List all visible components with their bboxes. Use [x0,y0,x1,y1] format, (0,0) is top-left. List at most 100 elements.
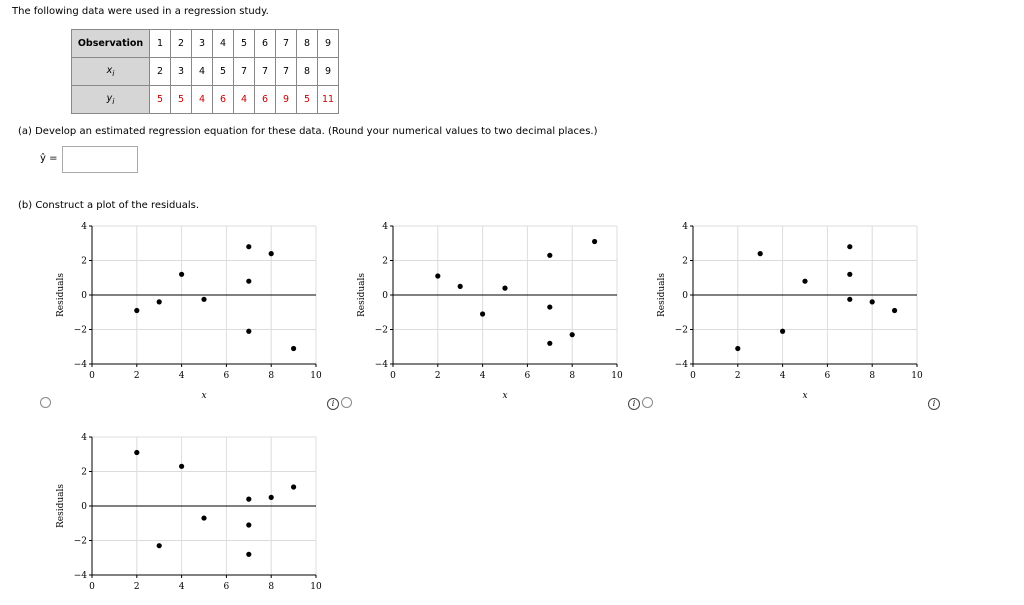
part-a-question: (a) Develop an estimated regression equa… [18,126,598,137]
x-tick-label: 0 [89,582,95,592]
y-tick-label: 4 [81,222,87,232]
y-tick-label: 2 [81,257,87,267]
y-tick-label: 0 [81,502,87,512]
y-tick-label: −4 [74,360,88,370]
y-tick-label: −4 [375,360,389,370]
info-icon[interactable]: i [928,398,940,410]
data-point [802,278,808,284]
y-tick-label: −4 [74,571,88,581]
y-tick-label: 0 [382,291,388,301]
regression-equation-input[interactable] [62,146,138,173]
x-tick-label: 0 [390,371,396,381]
y-axis-label: Residuals [56,484,66,528]
y-cell: 5 [296,85,318,114]
data-point [246,522,252,528]
x-axis-label: x [802,391,807,401]
radio-option-2[interactable] [341,397,352,408]
data-point [547,252,553,258]
y-tick-label: 4 [682,222,688,232]
data-point [201,296,207,302]
y-tick-label: −2 [675,326,688,336]
data-point [179,271,185,277]
data-point [892,307,898,314]
data-point [179,463,185,469]
x-tick-label: 10 [310,371,322,381]
observation-header: Observation [71,29,150,58]
info-icon[interactable]: i [628,398,640,410]
radio-option-3[interactable] [642,397,653,408]
data-point [480,311,486,317]
y-tick-label: −2 [74,537,87,547]
x-axis-label: x [201,391,206,401]
y-header: yi [71,85,150,114]
data-table: Observation 1 2 3 4 5 6 7 8 9 xi 2 3 4 5… [71,29,339,114]
data-point [457,283,463,289]
y-tick-label: −2 [74,326,87,336]
data-point [246,278,252,284]
data-point [291,345,297,352]
data-point [502,285,508,291]
x-tick-label: 4 [780,371,786,381]
y-tick-label: 2 [382,257,388,267]
x-tick-label: 0 [89,371,95,381]
data-point [569,332,575,338]
data-point [246,328,252,334]
x-tick-label: 0 [690,371,696,381]
data-point [847,271,853,277]
x-tick-label: 6 [825,371,831,381]
x-tick-label: 2 [134,582,140,592]
data-point [869,299,875,305]
x-tick-label: 4 [179,582,185,592]
data-point [268,494,274,500]
y-axis-label: Residuals [357,273,367,317]
data-point [156,299,162,305]
x-tick-label: 8 [268,582,274,592]
data-point [246,551,252,557]
x-tick-label: 10 [611,371,623,381]
y-tick-label: −2 [375,326,388,336]
x-cell: 9 [317,57,339,86]
data-point [156,543,162,549]
part-b-question: (b) Construct a plot of the residuals. [18,200,200,211]
x-tick-label: 2 [435,371,441,381]
x-tick-label: 8 [268,371,274,381]
data-point [134,307,140,314]
info-icon[interactable]: i [327,398,339,410]
data-point [757,251,763,257]
y-tick-label: −4 [675,360,689,370]
x-tick-label: 6 [224,582,230,592]
x-tick-label: 8 [869,371,875,381]
x-header: xi [71,57,150,86]
x-tick-label: 2 [134,371,140,381]
y-row: yi 5 5 4 6 4 6 9 5 11 [71,85,339,114]
x-tick-label: 8 [569,371,575,381]
data-point [268,251,274,257]
data-point [735,345,741,352]
y-tick-label: 0 [682,291,688,301]
data-point [246,244,252,250]
y-tick-label: 2 [682,257,688,267]
data-point [547,340,553,346]
data-point [435,273,441,279]
x-tick-label: 4 [179,371,185,381]
data-point [246,496,252,502]
radio-option-1[interactable] [40,397,51,408]
y-axis-label: Residuals [657,273,667,317]
x-tick-label: 6 [224,371,230,381]
y-tick-label: 4 [382,222,388,232]
data-point [291,484,297,490]
x-tick-label: 6 [525,371,531,381]
observation-row: Observation 1 2 3 4 5 6 7 8 9 [71,29,339,58]
x-tick-label: 10 [911,371,923,381]
x-axis-label: x [502,391,507,401]
data-point [847,296,853,302]
y-cell: 11 [317,85,339,114]
data-point [847,244,853,250]
y-tick-label: 4 [81,433,87,443]
x-tick-label: 4 [480,371,486,381]
data-point [592,238,598,245]
data-point [547,304,553,310]
yhat-label: ŷ = [40,153,58,164]
y-tick-label: 0 [81,291,87,301]
